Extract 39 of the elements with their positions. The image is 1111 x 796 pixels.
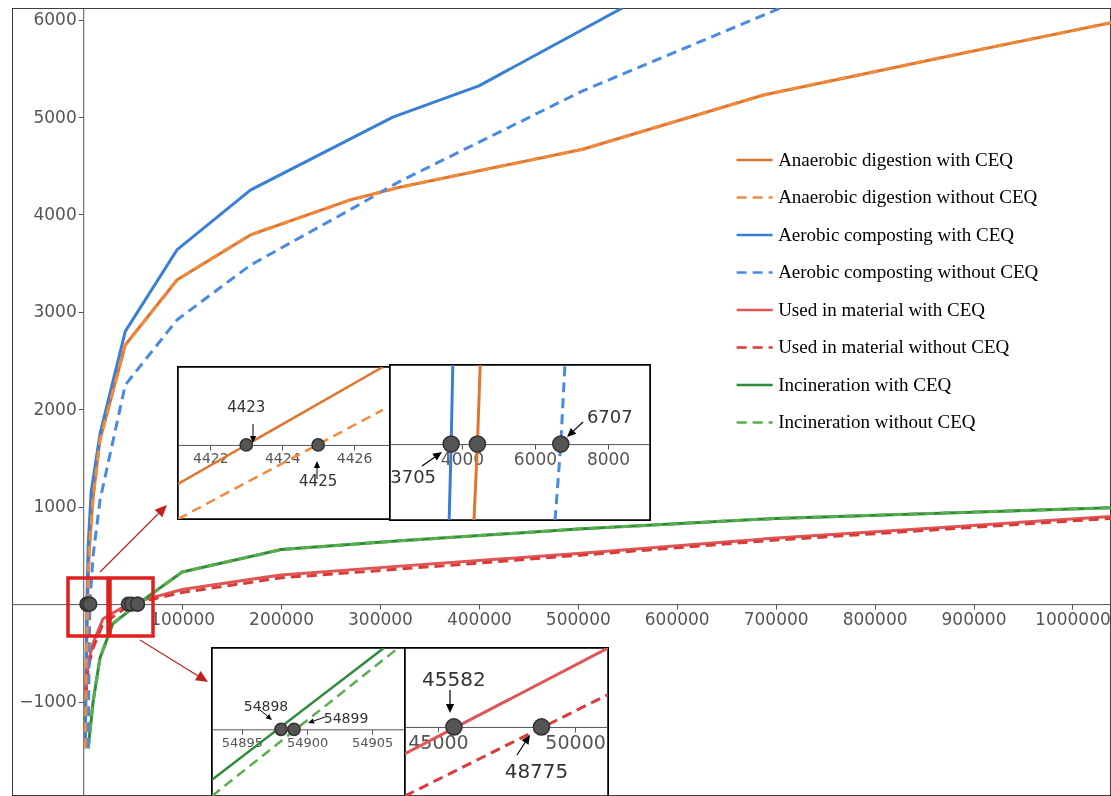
annotation: 3705 [390,466,437,488]
legend-label: Aerobic composting without CEQ [778,261,1039,283]
y-tick-label: 2000 [33,398,77,419]
annotation: 54899 [323,710,369,727]
x-tick-label: 800000 [842,608,908,629]
legend-label: Aerobic composting with CEQ [778,223,1015,245]
annotation: 48775 [504,758,569,783]
legend-label: Used in material without CEQ [778,336,1010,358]
x-tick-label: 400000 [446,608,512,629]
x-tick-label: 50000 [545,731,606,754]
annotation: 4423 [227,397,266,416]
x-tick-label: 4426 [336,450,373,467]
y-tick-label: 5000 [33,106,77,127]
x-tick-label: 8000 [586,448,631,469]
y-tick-label: 1000 [33,496,77,517]
y-tick-label: 4000 [33,204,77,224]
y-tick-label: 3000 [33,301,77,322]
legend-label: Incineration without CEQ [778,411,976,433]
x-tick-label: 900000 [941,608,1007,629]
x-tick-label: 700000 [743,608,809,629]
x-tick-label: 300000 [348,608,413,629]
x-tick-label: 500000 [545,608,611,629]
legend-label: Used in material with CEQ [778,298,986,320]
x-tick-label: 54895 [221,734,264,750]
x-tick-label: 54905 [351,734,394,750]
x-tick-label: 54900 [286,734,329,750]
annotation: 45582 [422,666,486,691]
annotation: 4425 [299,471,338,490]
x-tick-label: 6000 [513,448,558,469]
x-tick-label: 1000000 [1035,608,1111,629]
x-tick-label: 200000 [249,608,315,629]
legend-label: Anaerobic digestion without CEQ [778,186,1038,208]
y-tick-label: 6000 [33,9,77,30]
annotation: 54898 [243,698,289,715]
annotation: 6707 [586,406,633,428]
legend-label: Incineration with CEQ [778,373,952,395]
x-tick-label: 600000 [644,608,710,629]
y-tick-label: −1000 [19,691,77,712]
legend-label: Anaerobic digestion with CEQ [778,148,1014,170]
